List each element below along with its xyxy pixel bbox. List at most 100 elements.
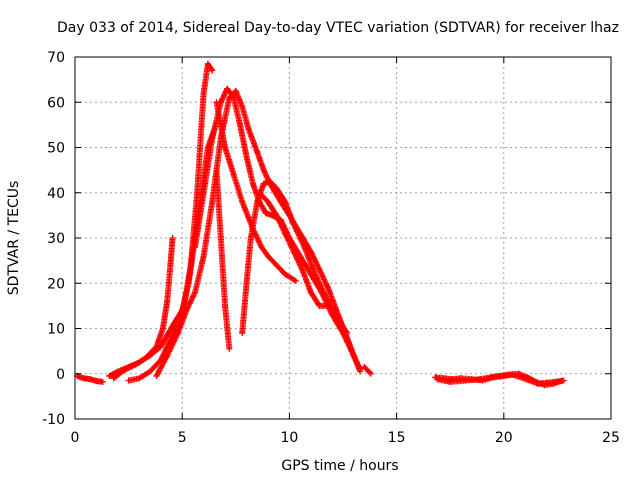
data-point bbox=[106, 373, 113, 380]
series-track-d bbox=[153, 87, 364, 380]
x-tick-label: 15 bbox=[388, 430, 406, 446]
data-point bbox=[153, 343, 160, 350]
data-point bbox=[80, 375, 87, 382]
series-track-f bbox=[239, 178, 351, 337]
data-point bbox=[301, 244, 308, 251]
data-point bbox=[262, 210, 269, 217]
data-point bbox=[361, 363, 368, 370]
data-point bbox=[256, 189, 263, 196]
axis-ticks: 0 5 10 15 20 25 -10 0 10 20 30 40 50 60 70 bbox=[42, 50, 620, 446]
data-point bbox=[299, 266, 306, 273]
data-point bbox=[153, 373, 160, 380]
data-point bbox=[267, 178, 274, 185]
data-point bbox=[239, 330, 246, 337]
y-tick-label: 10 bbox=[47, 322, 65, 338]
x-tick-label: 25 bbox=[602, 430, 620, 446]
data-point bbox=[167, 262, 174, 269]
data-point bbox=[136, 375, 143, 382]
data-point bbox=[447, 378, 454, 385]
series-track-c bbox=[125, 60, 216, 384]
data-point bbox=[192, 244, 199, 251]
data-point bbox=[187, 262, 194, 269]
data-point bbox=[258, 244, 265, 251]
data-point bbox=[209, 198, 216, 205]
series-track-h bbox=[361, 363, 374, 377]
data-point bbox=[99, 378, 106, 385]
data-point bbox=[230, 171, 237, 178]
point-trail bbox=[213, 167, 233, 351]
data-point bbox=[164, 352, 171, 359]
x-axis-label: GPS time / hours bbox=[281, 458, 398, 474]
data-point bbox=[87, 376, 94, 383]
x-tick-label: 10 bbox=[280, 430, 298, 446]
data-point bbox=[541, 382, 548, 389]
y-tick-label: 0 bbox=[56, 367, 65, 383]
series-track-g bbox=[256, 189, 357, 359]
data-point bbox=[505, 371, 512, 378]
data-point bbox=[462, 377, 469, 384]
data-point bbox=[264, 253, 271, 260]
data-point bbox=[239, 198, 246, 205]
data-point bbox=[260, 180, 267, 187]
data-point bbox=[273, 185, 280, 192]
data-point bbox=[342, 330, 349, 337]
series-track-early bbox=[74, 373, 106, 385]
data-point bbox=[200, 253, 207, 260]
data-point bbox=[492, 373, 499, 380]
data-point bbox=[357, 368, 364, 375]
data-point bbox=[183, 307, 190, 314]
data-point bbox=[147, 368, 154, 375]
data-point bbox=[350, 352, 357, 359]
data-point bbox=[282, 271, 289, 278]
y-tick-label: 30 bbox=[47, 231, 65, 247]
x-tick-label: 5 bbox=[178, 430, 187, 446]
data-point bbox=[164, 298, 171, 305]
data-point bbox=[222, 144, 229, 151]
data-point bbox=[515, 370, 522, 377]
data-point bbox=[125, 377, 132, 384]
data-point bbox=[532, 378, 539, 385]
data-point bbox=[110, 375, 117, 382]
data-point bbox=[322, 293, 329, 300]
data-point bbox=[174, 330, 181, 337]
data-point bbox=[324, 302, 331, 309]
data-point bbox=[209, 67, 216, 74]
data-point bbox=[333, 311, 340, 318]
data-point bbox=[273, 262, 280, 269]
data-point bbox=[245, 126, 252, 133]
data-point bbox=[121, 367, 128, 374]
y-tick-label: 20 bbox=[47, 276, 65, 292]
data-point bbox=[194, 189, 201, 196]
point-trail bbox=[153, 87, 363, 379]
data-point bbox=[264, 198, 271, 205]
data-point bbox=[226, 345, 233, 352]
data-point bbox=[209, 135, 216, 142]
data-point bbox=[232, 87, 239, 94]
data-point bbox=[192, 289, 199, 296]
data-point bbox=[550, 380, 557, 387]
data-point bbox=[434, 376, 441, 383]
x-tick-label: 0 bbox=[71, 430, 80, 446]
chart-title: Day 033 of 2014, Sidereal Day-to-day VTE… bbox=[57, 20, 619, 36]
series-track-late-2 bbox=[434, 370, 565, 389]
data-point bbox=[316, 266, 323, 273]
data-point bbox=[217, 235, 224, 241]
y-tick-label: 40 bbox=[47, 186, 65, 202]
data-point bbox=[290, 248, 297, 255]
data-point bbox=[200, 189, 207, 196]
data-point bbox=[307, 289, 314, 296]
y-tick-label: -10 bbox=[42, 412, 65, 428]
data-point bbox=[249, 180, 256, 187]
data-point bbox=[324, 284, 331, 291]
data-point bbox=[217, 99, 224, 106]
point-trail bbox=[192, 85, 363, 373]
data-point bbox=[200, 90, 207, 97]
series-track-b bbox=[110, 235, 176, 382]
data-point bbox=[243, 280, 250, 287]
data-point bbox=[224, 85, 231, 92]
data-point bbox=[282, 230, 289, 237]
data-marks bbox=[74, 60, 567, 389]
data-point bbox=[312, 271, 319, 278]
y-axis-label: SDTVAR / TECUs bbox=[6, 181, 22, 296]
